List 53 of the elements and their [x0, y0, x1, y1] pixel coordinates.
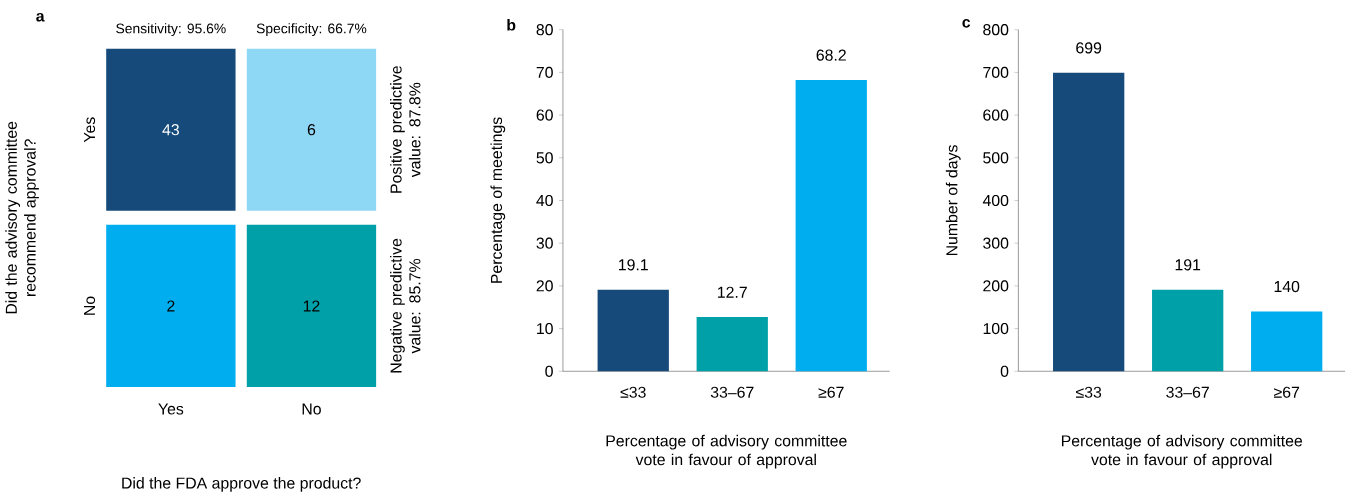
y-tick-label: 50 — [536, 152, 553, 164]
y-tick-label: 700 — [983, 66, 1009, 78]
data-label: 6 — [307, 124, 316, 136]
data-label: 12 — [303, 300, 320, 312]
y-tick-label: 60 — [536, 109, 553, 121]
text: Negative predictive value: 85.7% — [390, 238, 421, 373]
x-tick-label: ≥67 — [818, 386, 844, 398]
bar — [1251, 311, 1323, 372]
data-label: 19.1 — [619, 259, 648, 271]
data-label: 43 — [162, 124, 179, 136]
text: Sensitivity: 95.6% — [116, 23, 226, 37]
x-axis-title: Did the FDA approve the product? — [122, 477, 361, 492]
y-tick-label: 500 — [983, 152, 1009, 164]
y-axis-title: Number of days — [945, 145, 961, 256]
x-tick-label: 33–67 — [1166, 386, 1209, 398]
text: Specificity: 66.7% — [256, 23, 367, 37]
bar — [696, 317, 768, 372]
y-tick-label: 80 — [536, 24, 553, 36]
x-tick-label: 33–67 — [710, 386, 754, 398]
data-label: 191 — [1175, 259, 1201, 271]
x-axis-title: Percentage of advisory committee vote in favour of approval — [606, 434, 847, 469]
y-axis-title: Percentage of meetings — [490, 117, 506, 283]
y-tick-label: 300 — [983, 237, 1009, 249]
y-tick-label: 800 — [983, 24, 1009, 36]
y-tick-label: 200 — [983, 280, 1009, 292]
data-label: 699 — [1076, 42, 1102, 54]
y-tick-label: 10 — [537, 322, 553, 335]
x-axis-title: Percentage of advisory committee vote in favour of approval — [1061, 434, 1303, 469]
chart-title: c — [962, 18, 971, 28]
bar — [795, 80, 867, 372]
y-tick-label: 40 — [536, 194, 553, 207]
data-label: 140 — [1274, 280, 1300, 293]
chart-title: a — [36, 12, 45, 22]
y-tick-label: 20 — [536, 280, 553, 292]
data-label: 68.2 — [816, 49, 846, 61]
y-tick-label: 400 — [982, 194, 1009, 207]
chart-title: b — [507, 18, 516, 31]
y-axis-title: Did the advisory committee recommend approval? — [5, 121, 39, 314]
y-tick-label: 70 — [536, 66, 553, 78]
data-label: 2 — [167, 300, 175, 312]
bar — [1152, 289, 1224, 372]
y-tick-label: 0 — [545, 365, 553, 377]
text: Positive predictive value: 87.8% — [390, 66, 421, 193]
x-tick-label: ≤33 — [1076, 386, 1102, 398]
x-tick-label: ≤33 — [620, 386, 646, 398]
x-tick-label: ≥67 — [1274, 386, 1300, 398]
y-tick-label: 600 — [983, 109, 1009, 121]
data-label: 12.7 — [718, 286, 747, 298]
bar — [1053, 72, 1125, 372]
y-tick-label: 30 — [536, 237, 553, 249]
y-tick-label: 100 — [983, 322, 1009, 335]
bar — [597, 289, 669, 372]
y-tick-label: 0 — [1000, 365, 1009, 377]
